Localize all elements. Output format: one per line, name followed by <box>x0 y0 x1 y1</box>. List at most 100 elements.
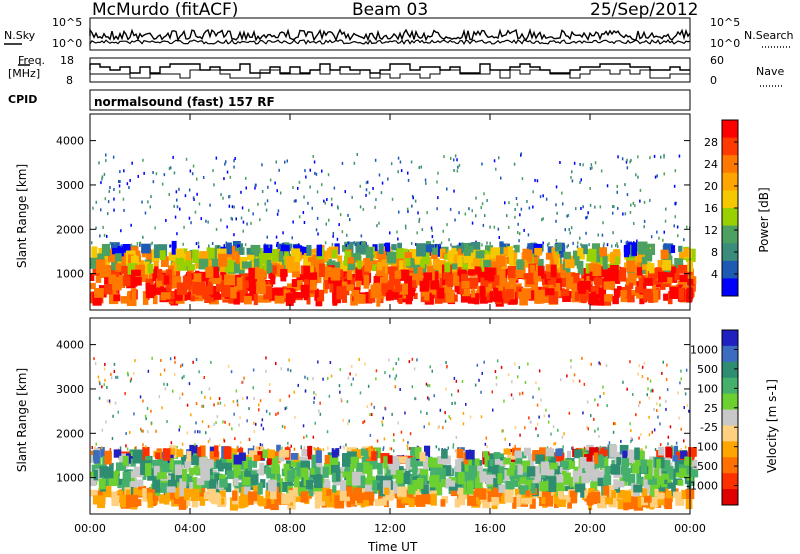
power-cell <box>149 243 152 247</box>
velocity-cell <box>624 496 634 510</box>
power-cell <box>325 222 327 226</box>
power-cell <box>304 169 306 173</box>
power-cell <box>564 228 566 232</box>
power-cell <box>122 275 131 287</box>
power-cell <box>449 207 452 211</box>
power-cell <box>677 234 679 238</box>
power-cell <box>464 212 467 216</box>
velocity-cell <box>267 479 277 492</box>
velocity-cell <box>506 468 515 476</box>
velocity-cell <box>230 370 233 374</box>
power-cell <box>359 184 361 188</box>
velocity-cell <box>182 469 187 482</box>
power-cell <box>507 246 513 257</box>
velocity-colorbar-segment <box>722 425 738 442</box>
velocity-cell <box>527 362 529 366</box>
velocity-cell <box>407 447 409 451</box>
velocity-cell <box>665 407 667 411</box>
velocity-cell <box>258 498 267 507</box>
power-cell <box>400 283 408 295</box>
velocity-cell <box>602 385 604 389</box>
velocity-cell <box>190 413 192 417</box>
power-cell <box>520 207 523 211</box>
velocity-cell <box>163 368 166 372</box>
power-cell <box>629 160 631 164</box>
power-cell <box>414 199 417 203</box>
power-cell <box>324 241 327 245</box>
power-cell <box>129 179 131 182</box>
velocity-cell <box>357 475 366 488</box>
power-cell <box>577 248 584 257</box>
power-cell <box>612 205 614 208</box>
velocity-cell <box>281 446 283 450</box>
power-cell <box>343 255 350 266</box>
power-cell <box>542 194 544 198</box>
power-cell <box>637 175 639 179</box>
power-cell <box>226 170 229 174</box>
velocity-cell <box>145 417 147 421</box>
power-cell <box>226 225 228 229</box>
velocity-cell <box>672 491 682 499</box>
power-cell <box>357 255 362 270</box>
velocity-cell <box>547 453 557 460</box>
velocity-cell <box>553 493 559 505</box>
velocity-cell <box>567 450 572 459</box>
velocity-cell <box>133 487 139 495</box>
velocity-cell <box>253 430 256 433</box>
velocity-cell <box>128 458 136 467</box>
power-cell <box>589 187 591 190</box>
power-cell <box>431 235 434 239</box>
velocity-cell <box>93 469 98 481</box>
time-tick-label: 12:00 <box>374 522 406 535</box>
power-cell <box>184 194 187 198</box>
power-cell <box>602 221 604 225</box>
velocity-cell <box>168 473 176 482</box>
power-cell <box>94 288 104 298</box>
power-cell <box>360 234 363 238</box>
velocity-cell <box>539 481 549 492</box>
velocity-cell <box>638 364 640 368</box>
power-cell <box>609 252 615 265</box>
velocity-cell <box>319 412 322 416</box>
velocity-cell <box>255 422 257 426</box>
velocity-cell <box>508 484 514 495</box>
power-cell <box>303 265 311 280</box>
power-cell <box>349 241 354 256</box>
power-cell <box>603 242 605 246</box>
power-cell <box>171 276 181 289</box>
velocity-cell <box>444 419 447 423</box>
power-cell <box>629 290 640 296</box>
power-cell <box>468 246 474 253</box>
power-cell <box>317 232 319 236</box>
power-cell <box>312 254 319 261</box>
velocity-cell <box>179 396 181 400</box>
power-cell <box>547 280 557 288</box>
power-cell <box>629 210 632 214</box>
velocity-cell <box>382 416 384 420</box>
power-cell <box>278 168 280 172</box>
power-cell <box>618 267 627 282</box>
velocity-cell <box>285 406 288 410</box>
velocity-cell <box>252 386 254 390</box>
velocity-cell <box>379 483 386 497</box>
power-cell <box>487 261 498 268</box>
power-cell <box>500 246 506 255</box>
velocity-cell <box>224 462 232 475</box>
velocity-cell <box>500 496 508 503</box>
velocity-cell <box>423 455 428 470</box>
velocity-cell <box>579 457 587 469</box>
velocity-cell <box>129 494 139 507</box>
power-cell <box>275 160 277 164</box>
velocity-cell <box>347 376 350 380</box>
power-cell <box>391 244 397 251</box>
velocity-cell <box>485 436 488 440</box>
power-cell <box>378 221 380 225</box>
velocity-cell <box>382 476 393 485</box>
power-cell <box>588 243 590 247</box>
velocity-cell <box>546 465 555 476</box>
velocity-cell <box>267 449 275 459</box>
velocity-cell <box>226 470 234 479</box>
velocity-cell <box>108 472 119 486</box>
velocity-cell <box>636 473 641 486</box>
